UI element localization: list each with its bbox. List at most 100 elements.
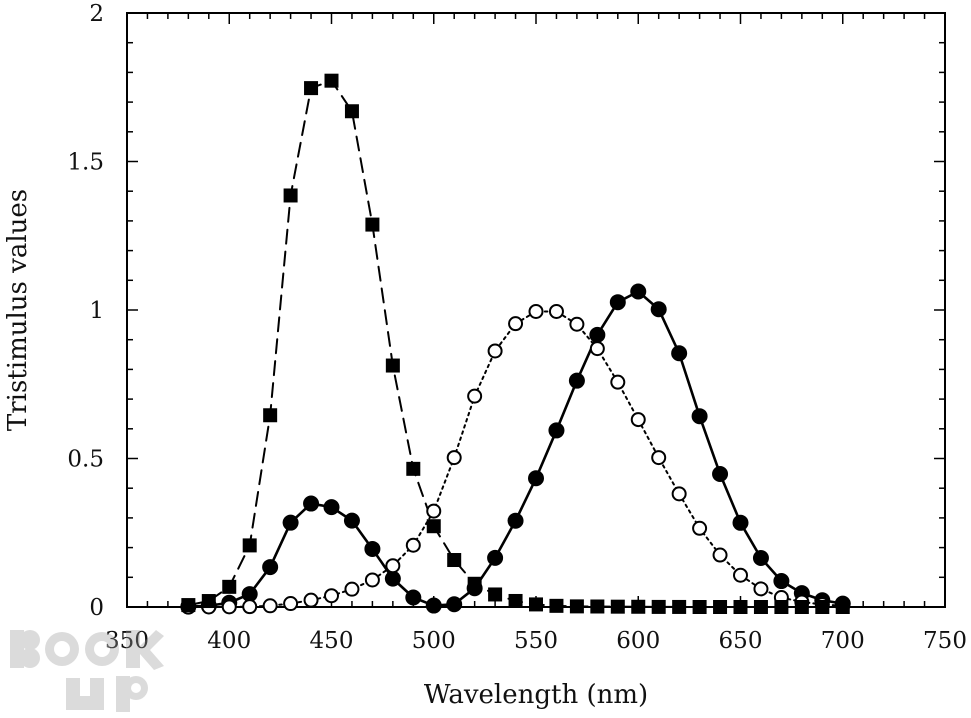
data-point [671, 345, 688, 362]
data-point [650, 301, 667, 318]
data-point [835, 600, 850, 614]
data-point [733, 600, 748, 614]
x-tick-label: 400 [207, 628, 251, 654]
y-tick-label: 2 [89, 1, 104, 27]
data-point [692, 520, 708, 536]
data-point [426, 519, 441, 534]
data-point [549, 598, 564, 613]
data-point [569, 316, 585, 332]
data-point [631, 599, 646, 614]
watermark-logo [10, 630, 164, 712]
data-point [242, 599, 258, 615]
data-point [181, 598, 196, 613]
data-point [242, 538, 257, 553]
y-tick-labels: 0 0.5 1 1.5 2 [67, 1, 104, 621]
data-point [344, 104, 359, 119]
x-tick-label: 550 [514, 628, 558, 654]
data-point [241, 586, 258, 603]
data-point [487, 343, 503, 359]
data-point [303, 592, 319, 608]
data-point [712, 547, 728, 563]
data-point [508, 593, 523, 608]
data-point [794, 600, 809, 614]
data-point [630, 412, 646, 428]
data-point [467, 388, 483, 404]
data-point [262, 559, 279, 576]
y-axis-title: Tristimulus values [3, 189, 33, 431]
data-point [692, 600, 707, 614]
data-point [447, 553, 462, 568]
data-point [283, 188, 298, 203]
data-point [630, 283, 647, 300]
data-point [467, 576, 482, 591]
data-point [426, 503, 442, 519]
data-point [446, 450, 462, 466]
data-point [548, 303, 564, 319]
data-point [528, 470, 544, 487]
data-point [282, 514, 299, 531]
x-axis-title: Wavelength (nm) [424, 680, 648, 710]
data-point [304, 81, 319, 96]
y-tick-label: 0 [89, 595, 104, 621]
data-point [201, 594, 216, 609]
data-point [488, 587, 503, 602]
data-point [364, 572, 380, 588]
data-point [713, 600, 728, 614]
data-point [712, 465, 729, 482]
data-point [283, 596, 299, 612]
data-point [548, 422, 565, 439]
data-point [609, 294, 626, 311]
data-point [324, 588, 339, 604]
data-point [773, 573, 790, 590]
data-point [671, 486, 687, 502]
data-point [405, 537, 421, 553]
data-point [303, 495, 320, 512]
data-point [691, 408, 708, 425]
x-tick-label: 600 [616, 628, 660, 654]
x-tick-label: 650 [719, 628, 763, 654]
data-point [752, 550, 769, 567]
data-point [651, 599, 666, 614]
x-tick-label: 450 [310, 628, 354, 654]
data-point [774, 600, 789, 614]
data-point [610, 374, 626, 390]
data-point [529, 597, 543, 612]
data-point [568, 372, 585, 389]
data-point [406, 461, 421, 476]
data-point [385, 558, 401, 574]
data-point [672, 599, 687, 614]
x-tick-label: 700 [821, 628, 865, 654]
data-point [262, 598, 278, 614]
series-markers [180, 73, 851, 615]
data-point [384, 570, 401, 587]
data-point [364, 540, 381, 557]
data-point [446, 596, 463, 613]
data-point [589, 341, 605, 357]
data-point [589, 326, 606, 343]
data-point [344, 581, 360, 597]
data-point [365, 217, 380, 232]
data-point [569, 599, 584, 614]
data-point [425, 597, 442, 614]
x-tick-label: 350 [105, 628, 149, 654]
data-point [263, 408, 278, 423]
data-point [343, 512, 360, 529]
y-tick-label: 1 [89, 298, 104, 324]
data-point [508, 316, 524, 332]
data-point [323, 499, 340, 516]
data-point [528, 303, 544, 319]
data-point [753, 600, 768, 614]
data-point [753, 581, 769, 597]
data-point [405, 589, 422, 606]
data-point [590, 599, 605, 614]
data-point [815, 600, 830, 614]
x-tick-label: 750 [923, 628, 967, 654]
data-point [222, 579, 237, 594]
data-point [651, 450, 667, 466]
x-tick-label: 500 [412, 628, 456, 654]
data-point [610, 599, 625, 614]
data-point [324, 73, 339, 88]
x-tick-labels: 350 400 450 500 550 600 650 700 750 [105, 628, 967, 654]
data-point [732, 514, 749, 531]
